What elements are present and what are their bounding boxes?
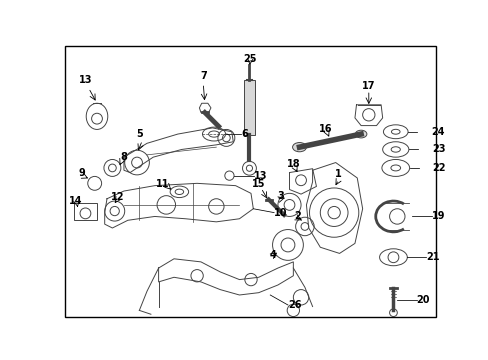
Ellipse shape bbox=[292, 143, 306, 152]
Text: 13: 13 bbox=[254, 171, 267, 181]
Text: 3: 3 bbox=[276, 191, 283, 201]
Text: 9: 9 bbox=[78, 167, 85, 177]
Text: 20: 20 bbox=[416, 294, 429, 305]
Text: 4: 4 bbox=[268, 250, 275, 260]
Text: 13: 13 bbox=[79, 75, 92, 85]
Text: 10: 10 bbox=[274, 208, 287, 217]
Text: 11: 11 bbox=[155, 179, 169, 189]
Text: 2: 2 bbox=[293, 211, 300, 221]
Text: 26: 26 bbox=[287, 300, 301, 310]
Text: 7: 7 bbox=[200, 71, 206, 81]
Bar bbox=[243, 80, 255, 135]
Text: 8: 8 bbox=[120, 152, 127, 162]
Text: 17: 17 bbox=[361, 81, 375, 91]
Text: 14: 14 bbox=[68, 196, 82, 206]
Text: 5: 5 bbox=[136, 129, 142, 139]
Text: 25: 25 bbox=[243, 54, 257, 64]
Text: 18: 18 bbox=[286, 159, 300, 169]
Text: 15: 15 bbox=[251, 179, 265, 189]
Text: 12: 12 bbox=[111, 192, 124, 202]
Text: 24: 24 bbox=[430, 127, 444, 137]
Text: 19: 19 bbox=[431, 211, 445, 221]
Text: 16: 16 bbox=[318, 125, 332, 134]
Text: 21: 21 bbox=[425, 252, 438, 262]
Text: 23: 23 bbox=[431, 144, 445, 154]
Text: 6: 6 bbox=[241, 129, 247, 139]
Ellipse shape bbox=[355, 130, 366, 138]
Bar bbox=[74, 203, 97, 220]
Text: 22: 22 bbox=[432, 163, 446, 173]
Text: 1: 1 bbox=[335, 169, 342, 179]
